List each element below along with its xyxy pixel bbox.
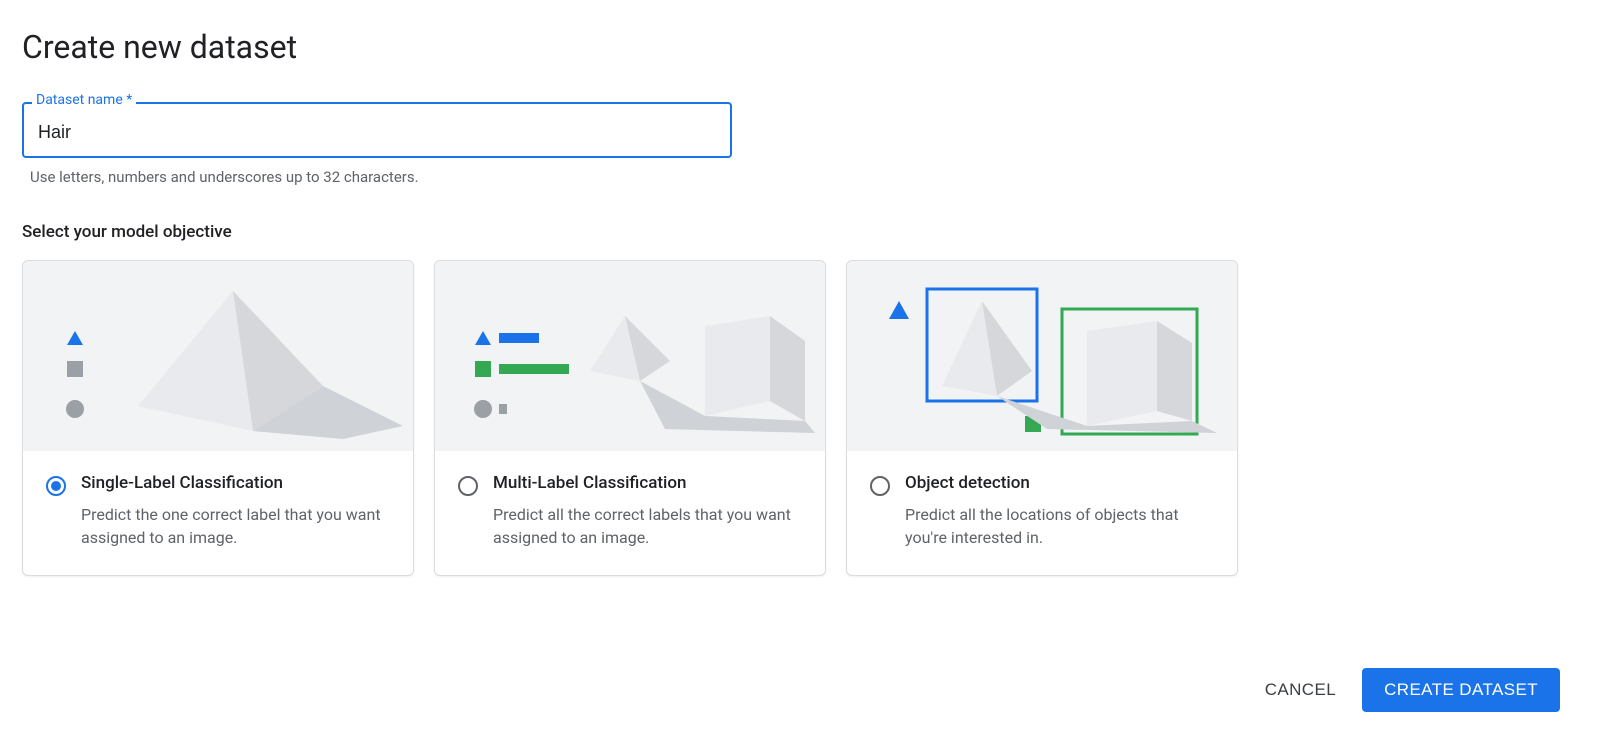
page-title: Create new dataset — [22, 28, 1578, 66]
triangle-icon — [889, 301, 909, 319]
dataset-name-field-wrap: Dataset name * — [22, 102, 732, 158]
circle-icon — [66, 400, 84, 418]
radio-unselected-icon — [457, 475, 479, 497]
square-icon — [67, 361, 83, 377]
create-dataset-button[interactable]: CREATE DATASET — [1362, 668, 1560, 712]
card-multi-label[interactable]: Multi-Label Classification Predict all t… — [434, 260, 826, 576]
card-multi-label-desc: Predict all the correct labels that you … — [493, 503, 803, 549]
card-single-label-title: Single-Label Classification — [81, 473, 391, 493]
dataset-name-input[interactable] — [22, 102, 732, 158]
card-object-detection-title: Object detection — [905, 473, 1215, 493]
card-single-label-illustration — [23, 261, 413, 451]
radio-selected-icon — [45, 475, 67, 497]
model-objective-label: Select your model objective — [22, 222, 1578, 242]
card-single-label-desc: Predict the one correct label that you w… — [81, 503, 391, 549]
card-object-detection[interactable]: Object detection Predict all the locatio… — [846, 260, 1238, 576]
square-icon — [475, 361, 491, 377]
triangle-icon — [475, 331, 491, 345]
cancel-button[interactable]: CANCEL — [1259, 670, 1342, 710]
triangle-icon — [67, 331, 83, 345]
dialog-footer: CANCEL CREATE DATASET — [1259, 668, 1560, 712]
card-multi-label-illustration — [435, 261, 825, 451]
card-multi-label-title: Multi-Label Classification — [493, 473, 803, 493]
card-single-label[interactable]: Single-Label Classification Predict the … — [22, 260, 414, 576]
card-object-detection-illustration — [847, 261, 1237, 451]
dataset-name-helper: Use letters, numbers and underscores up … — [30, 168, 1578, 186]
circle-icon — [474, 400, 492, 418]
card-object-detection-desc: Predict all the locations of objects tha… — [905, 503, 1215, 549]
radio-unselected-icon — [869, 475, 891, 497]
objective-cards: Single-Label Classification Predict the … — [22, 260, 1578, 576]
dataset-name-label: Dataset name * — [32, 93, 136, 107]
